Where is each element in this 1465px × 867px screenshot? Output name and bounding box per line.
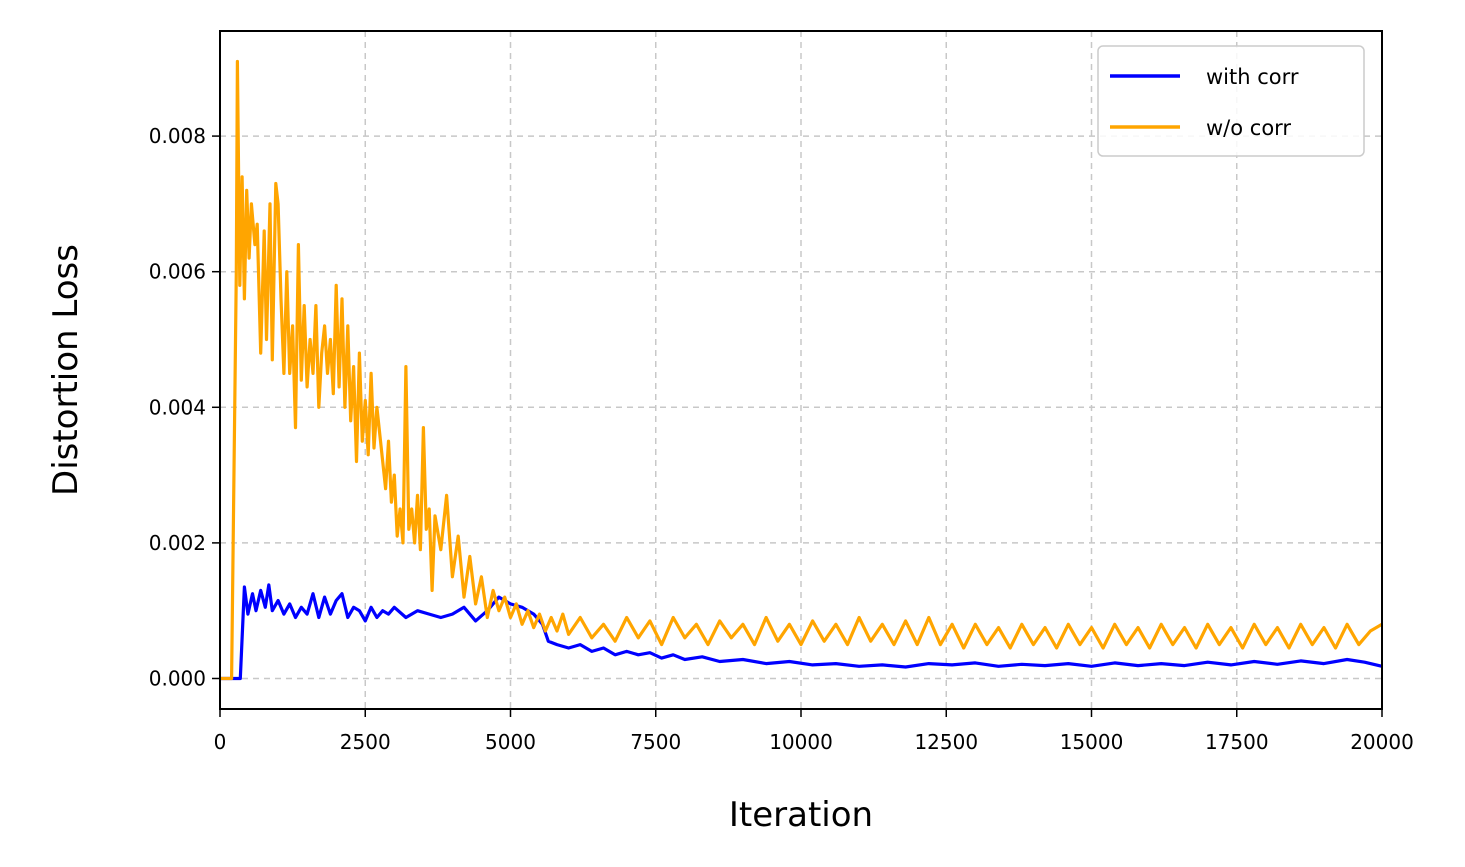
- legend: with corr w/o corr: [1097, 45, 1365, 157]
- y-tick-label: 0.008: [149, 124, 206, 148]
- x-tick-label: 2500: [340, 730, 391, 754]
- x-tick-label: 7500: [630, 730, 681, 754]
- axis-ticks: 0 2500 5000 7500 10000 12500 15000 17500 20000 0.…: [149, 124, 1414, 754]
- series-line-with-corr: [220, 583, 1383, 681]
- x-tick-label: 5000: [485, 730, 536, 754]
- y-tick-label: 0.000: [149, 666, 206, 690]
- y-axis-title: Distortion Loss: [46, 244, 86, 496]
- x-tick-label: 20000: [1350, 730, 1414, 754]
- legend-label-with-corr: with corr: [1206, 65, 1299, 89]
- x-tick-label: 17500: [1205, 730, 1269, 754]
- plot-series: [220, 59, 1383, 681]
- x-tick-label: 10000: [769, 730, 833, 754]
- x-axis-title: Iteration: [729, 795, 873, 835]
- series-line-wo-corr: [220, 59, 1383, 681]
- legend-label-wo-corr: w/o corr: [1206, 116, 1291, 140]
- x-tick-label: 15000: [1060, 730, 1124, 754]
- x-tick-label: 0: [214, 730, 227, 754]
- y-tick-label: 0.006: [149, 260, 206, 284]
- x-tick-label: 12500: [914, 730, 978, 754]
- y-tick-label: 0.002: [149, 531, 206, 555]
- y-tick-label: 0.004: [149, 395, 206, 419]
